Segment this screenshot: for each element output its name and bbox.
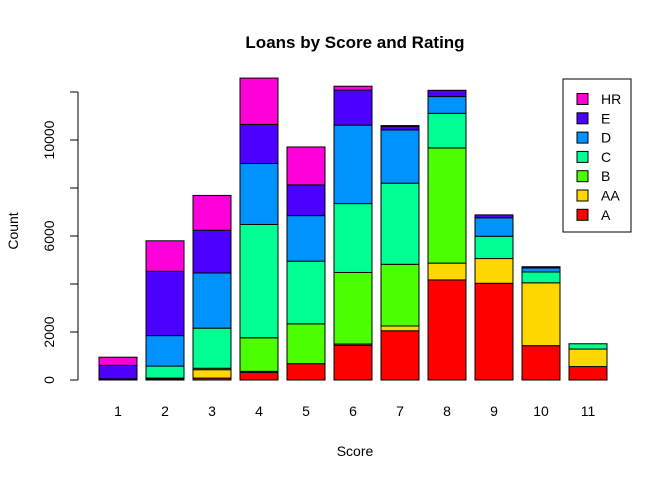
bar-segment-9-e [474,214,514,219]
bar-segment-11-aa [568,348,608,368]
x-tick-label-7: 7 [396,403,404,419]
legend-box [562,78,632,233]
bar-segment-5-b [286,323,326,365]
legend-swatch-aa [576,189,589,202]
bar-segment-2-hr [145,240,185,272]
x-tick-label-4: 4 [255,403,263,419]
bar-segment-5-hr [286,146,326,186]
bar-segment-1-hr [98,356,138,366]
bar-segment-4-b [239,337,279,372]
bar-segment-11-a [568,366,608,381]
legend-swatch-a [576,208,589,221]
x-axis: 1 2 3 4 5 6 7 8 9 10 11 [114,403,595,419]
bar-segment-5-c [286,260,326,325]
bar-segment-3-e [192,229,232,274]
bar-segment-8-b [427,147,467,264]
legend-swatch-c [576,150,589,163]
bar-segment-7-aa [380,325,420,332]
bar-segment-8-aa [427,262,467,281]
bar-segment-4-e [239,123,279,165]
bar-segment-7-a [380,330,420,381]
bar-segment-7-b [380,263,420,327]
legend-label-d: D [601,130,611,146]
bar-segment-9-d [474,217,514,237]
bar-segment-7-c [380,182,420,265]
legend-label-a: A [601,207,611,223]
x-tick-label-10: 10 [533,403,549,419]
bar-segment-5-a [286,363,326,381]
x-axis-label: Score [337,443,374,459]
y-tick-label-6000: 6000 [41,220,57,251]
bar-group [98,77,608,381]
bar-segment-3-d [192,272,232,329]
x-tick-label-8: 8 [443,403,451,419]
legend-swatch-d [576,131,589,144]
bar-segment-3-c [192,327,232,369]
bar-segment-4-hr [239,77,279,125]
y-tick-label-0: 0 [41,376,57,384]
bar-segment-6-c [333,203,373,273]
bar-segment-2-e [145,270,185,337]
legend-label-aa: AA [601,188,620,204]
bar-segment-9-a [474,282,514,381]
bar-segment-4-c [239,223,279,339]
bar-segment-11-c [568,343,608,350]
bar-segment-5-e [286,184,326,217]
bar-segment-2-d [145,335,185,367]
bar-segment-7-hr [380,125,420,127]
bar-segment-8-a [427,279,467,381]
legend-label-c: C [601,149,611,165]
bar-segment-5-d [286,215,326,262]
bar-segment-4-a [239,371,279,381]
x-tick-label-2: 2 [161,403,169,419]
bar-segment-3-aa [192,369,232,379]
x-tick-label-3: 3 [208,403,216,419]
bar-segment-10-e [521,266,561,269]
bar-segment-10-a [521,345,561,381]
legend-label-e: E [601,110,610,126]
bar-segment-10-aa [521,282,561,347]
legend-label-b: B [601,168,610,184]
bar-segment-9-c [474,235,514,260]
bar-segment-8-e [427,89,467,98]
bar-segment-6-hr [333,85,373,91]
chart-title: Loans by Score and Rating [245,33,464,52]
legend-swatch-e [576,112,589,125]
bar-segment-6-e [333,89,373,126]
x-tick-label-9: 9 [490,403,498,419]
bar-segment-8-c [427,112,467,149]
bar-segment-9-aa [474,258,514,284]
x-tick-label-5: 5 [302,403,310,419]
bar-segment-4-d [239,163,279,225]
x-tick-label-1: 1 [114,403,122,419]
bar-segment-6-b [333,271,373,345]
y-tick-label-10000: 10000 [41,120,57,159]
bar-segment-2-c [145,365,185,379]
x-tick-label-6: 6 [349,403,357,419]
y-axis: 0 2000 6000 10000 [41,91,79,384]
x-tick-label-11: 11 [581,403,596,419]
bar-segment-7-e [380,125,420,131]
bar-segment-8-d [427,96,467,114]
bar-segment-6-d [333,124,373,205]
bar-segment-3-hr [192,194,232,231]
bar-segment-7-d [380,129,420,184]
bar-segment-6-a [333,344,373,381]
y-axis-label: Count [5,212,21,249]
y-tick-label-2000: 2000 [41,316,57,347]
legend-label-hr: HR [601,91,621,107]
legend-swatch-b [576,170,589,183]
bar-segment-10-c [521,271,561,284]
legend-swatch-hr [576,93,589,105]
bar-segment-1-e [98,364,138,380]
bar-segment-10-d [521,267,561,273]
